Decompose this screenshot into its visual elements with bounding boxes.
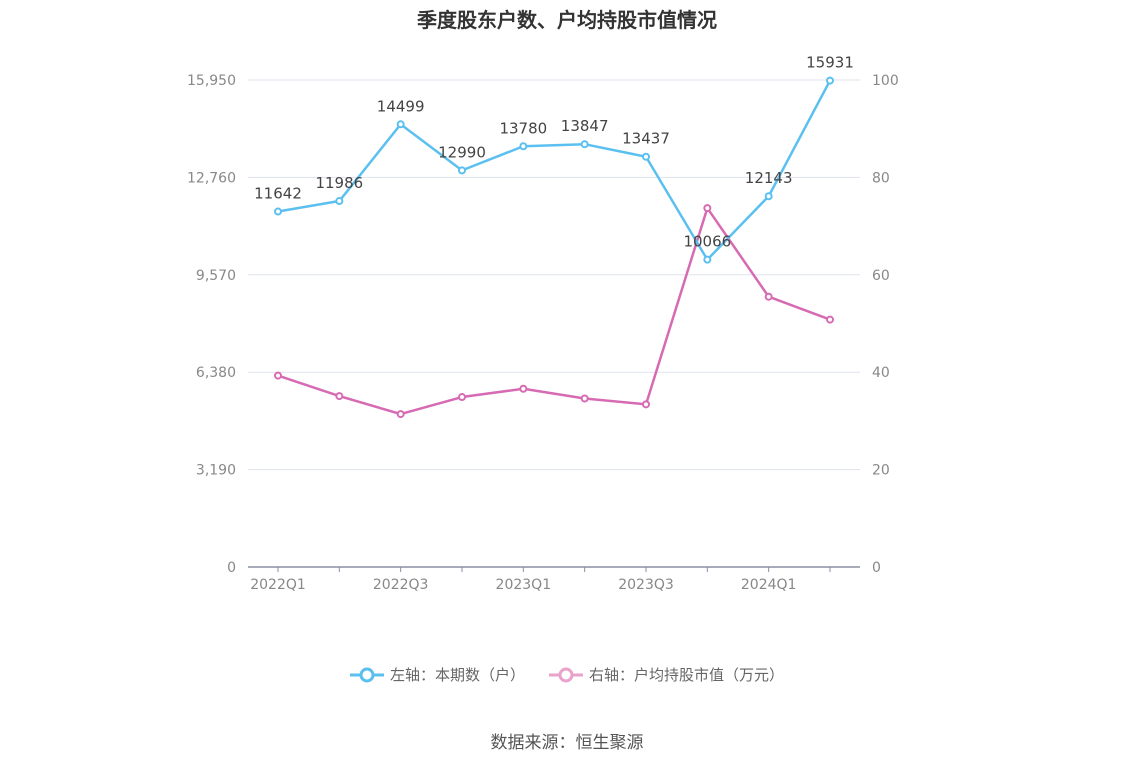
data-point-right [580, 394, 589, 403]
data-label: 13847 [561, 117, 609, 135]
data-point-right [764, 292, 773, 301]
data-label: 15931 [806, 54, 854, 72]
left-tick-label: 9,570 [196, 268, 236, 284]
x-tick-label: 2022Q1 [250, 577, 306, 593]
left-tick-label: 12,760 [187, 170, 236, 186]
data-point-right [642, 400, 650, 409]
data-point-left [396, 120, 405, 129]
data-label: 14499 [377, 97, 425, 115]
right-axis: 0 20 40 60 80 100 [872, 73, 899, 576]
data-labels: 11642 11986 14499 12990 13780 13847 13437 10066… [254, 54, 854, 251]
data-point-right [826, 315, 834, 324]
x-tick-label: 2022Q3 [373, 577, 429, 593]
right-tick-label: 80 [872, 170, 890, 186]
data-point-left [274, 207, 282, 216]
x-tick-label: 2023Q1 [496, 577, 552, 593]
chart-title: 季度股东户数、户均持股市值情况 [417, 8, 717, 32]
data-label: 13780 [499, 119, 547, 137]
data-point-right [274, 371, 282, 380]
data-label: 13437 [622, 130, 670, 148]
right-tick-label: 40 [872, 365, 890, 381]
legend-item-right-axis[interactable]: 右轴：户均持股市值（万元） [549, 664, 784, 685]
data-label: 10066 [683, 233, 731, 251]
legend-label-right: 右轴：户均持股市值（万元） [589, 666, 785, 684]
series-line-right [277, 206, 831, 416]
right-tick-label: 20 [872, 463, 890, 479]
legend-marker-blue-icon [349, 667, 384, 682]
right-tick-label: 100 [872, 73, 899, 89]
legend-item-left-axis[interactable]: 左轴：本期数（户） [349, 664, 525, 685]
left-tick-label: 3,190 [196, 463, 236, 479]
data-point-left [458, 166, 466, 175]
legend-marker-pink-icon [549, 667, 583, 682]
data-point-left [764, 192, 773, 201]
data-point-left [642, 152, 650, 161]
data-point-right [335, 392, 344, 401]
legend: 左轴：本期数（户） 右轴：户均持股市值（万元） [0, 664, 1134, 685]
legend-label-left: 左轴：本期数（户） [389, 666, 525, 684]
data-label: 12990 [438, 143, 486, 161]
series-layer [274, 76, 834, 419]
data-point-left [519, 142, 528, 151]
data-point-right [519, 384, 528, 393]
source-note: 数据来源：恒生聚源 [490, 733, 644, 753]
left-tick-label: 0 [227, 560, 236, 576]
x-tick-label: 2024Q1 [741, 577, 797, 593]
data-label: 11642 [254, 185, 302, 203]
x-axis: 2022Q1 2022Q3 2023Q1 2023Q3 2024Q1 [248, 566, 860, 593]
series-line-left [277, 79, 832, 261]
data-point-right [458, 393, 466, 402]
data-point-left [703, 255, 712, 264]
left-tick-label: 15,950 [187, 73, 236, 89]
left-tick-label: 6,380 [196, 365, 236, 381]
right-tick-label: 60 [872, 268, 890, 284]
data-point-left [826, 76, 834, 85]
x-tick-label: 2023Q3 [618, 577, 674, 593]
data-point-left [580, 140, 589, 149]
right-tick-label: 0 [872, 560, 881, 576]
grid-lines [248, 79, 860, 471]
data-label: 12143 [745, 169, 793, 187]
left-axis: 0 3,190 6,380 9,570 12,760 15,950 [187, 73, 236, 576]
data-point-left [335, 197, 344, 206]
data-point-right [703, 204, 712, 213]
data-label: 11986 [315, 174, 363, 192]
data-point-right [396, 410, 405, 419]
